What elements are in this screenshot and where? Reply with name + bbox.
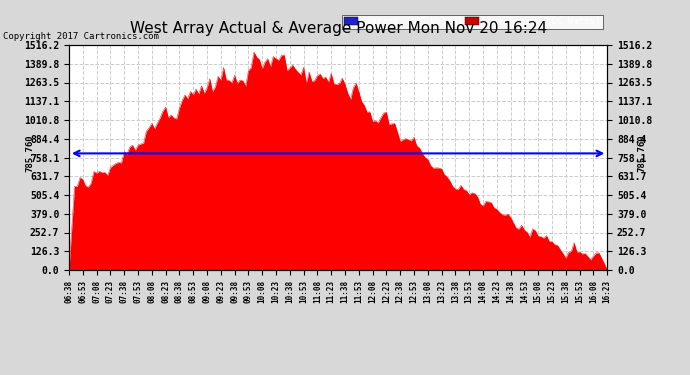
Legend: Average  (DC Watts), West Array  (DC Watts): Average (DC Watts), West Array (DC Watts…	[342, 15, 602, 29]
Text: 785.760: 785.760	[26, 135, 34, 172]
Text: West Array Actual & Average Power Mon Nov 20 16:24: West Array Actual & Average Power Mon No…	[130, 21, 546, 36]
Text: 785.760: 785.760	[638, 135, 647, 172]
Text: Copyright 2017 Cartronics.com: Copyright 2017 Cartronics.com	[3, 32, 159, 41]
